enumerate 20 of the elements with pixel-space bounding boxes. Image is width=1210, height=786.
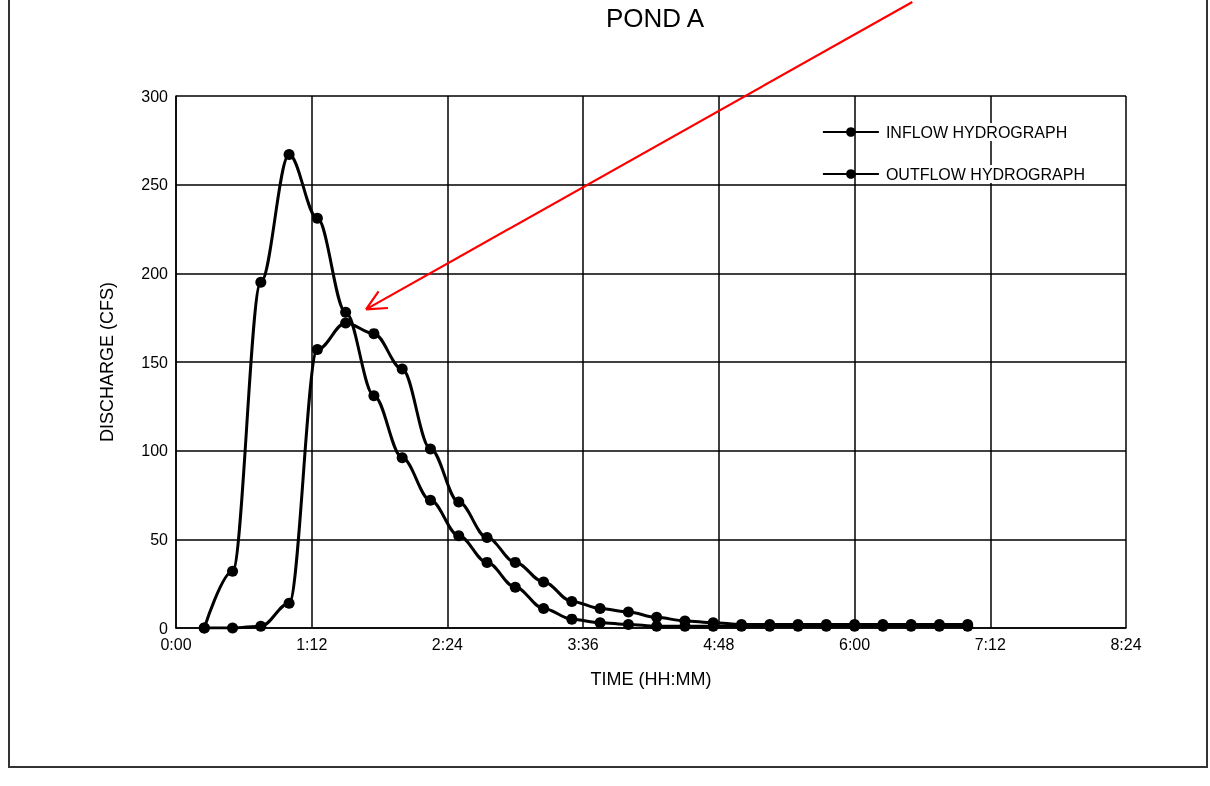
x-tick-label: 2:24 [431,635,464,653]
y-tick-label: 150 [141,353,169,371]
x-tick-label: 1:12 [296,635,328,653]
legend-label: INFLOW HYDROGRAPH [885,123,1068,141]
y-axis-title: DISCHARGE (CFS) [97,281,117,443]
y-tick-label: 250 [141,176,169,194]
y-tick-label: 200 [141,264,169,282]
y-tick-label: 0 [159,619,169,637]
x-tick-label: 6:00 [839,635,871,653]
y-tick-label: 50 [150,530,169,548]
x-tick-label: 0:00 [160,635,192,653]
legend-label: OUTFLOW HYDROGRAPH [885,165,1086,183]
x-tick-label: 7:12 [974,635,1006,653]
x-axis-title: TIME (HH:MM) [590,669,712,689]
y-tick-label: 100 [141,442,169,460]
chart-title: POND A [605,3,705,33]
y-tick-label: 300 [141,87,169,105]
x-tick-label: 3:36 [567,635,599,653]
x-tick-label: 4:48 [703,635,735,653]
x-tick-label: 8:24 [1110,635,1142,653]
